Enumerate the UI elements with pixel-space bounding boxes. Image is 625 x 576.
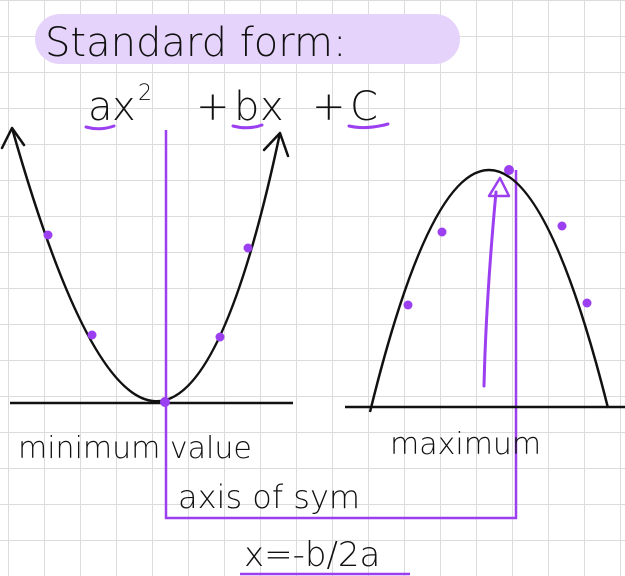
eq-plus-2: +: [312, 84, 346, 130]
minimum-value-label: minimum value: [18, 431, 252, 466]
point-r-right-2: [557, 221, 567, 231]
eq-a: a: [88, 84, 113, 130]
underline-b: [231, 123, 264, 130]
parabola-curve-up: [10, 127, 282, 403]
point-r-left-1: [403, 300, 413, 310]
axis-of-symmetry-label: axis of sym: [178, 478, 360, 516]
title-text: Standard form:: [45, 20, 346, 66]
downward-parabola: [345, 165, 625, 413]
point-left-1: [43, 230, 53, 240]
point-r-left-2: [437, 227, 447, 237]
pointer-arrowhead: [487, 176, 511, 198]
point-left-2: [87, 330, 97, 340]
title-highlight: [35, 14, 460, 64]
maximum-label: maximum: [390, 427, 541, 462]
parabola-curve-down: [368, 168, 610, 413]
vertex-maximum: [504, 165, 514, 175]
pointer-arrow: [482, 190, 498, 388]
point-r-right-1: [582, 298, 592, 308]
axis-formula: x=-b/2a: [244, 535, 380, 575]
arrowhead-left: [0, 126, 26, 150]
eq-exponent: 2: [138, 81, 152, 106]
underline-a: [84, 124, 116, 131]
equation: a x 2 + b x + C: [84, 81, 390, 131]
vertex-minimum: [160, 397, 170, 407]
upward-parabola: [0, 126, 293, 407]
eq-x-squared: x: [112, 84, 136, 130]
axis-of-symmetry-box: [164, 130, 518, 520]
point-right-2: [215, 332, 225, 342]
arrowhead-right: [262, 131, 290, 158]
point-right-1: [243, 243, 253, 253]
eq-b: b: [234, 84, 259, 130]
eq-plus-1: +: [196, 84, 230, 130]
eq-x: x: [260, 84, 284, 130]
underline-c: [347, 122, 390, 130]
eq-c: C: [350, 84, 378, 130]
